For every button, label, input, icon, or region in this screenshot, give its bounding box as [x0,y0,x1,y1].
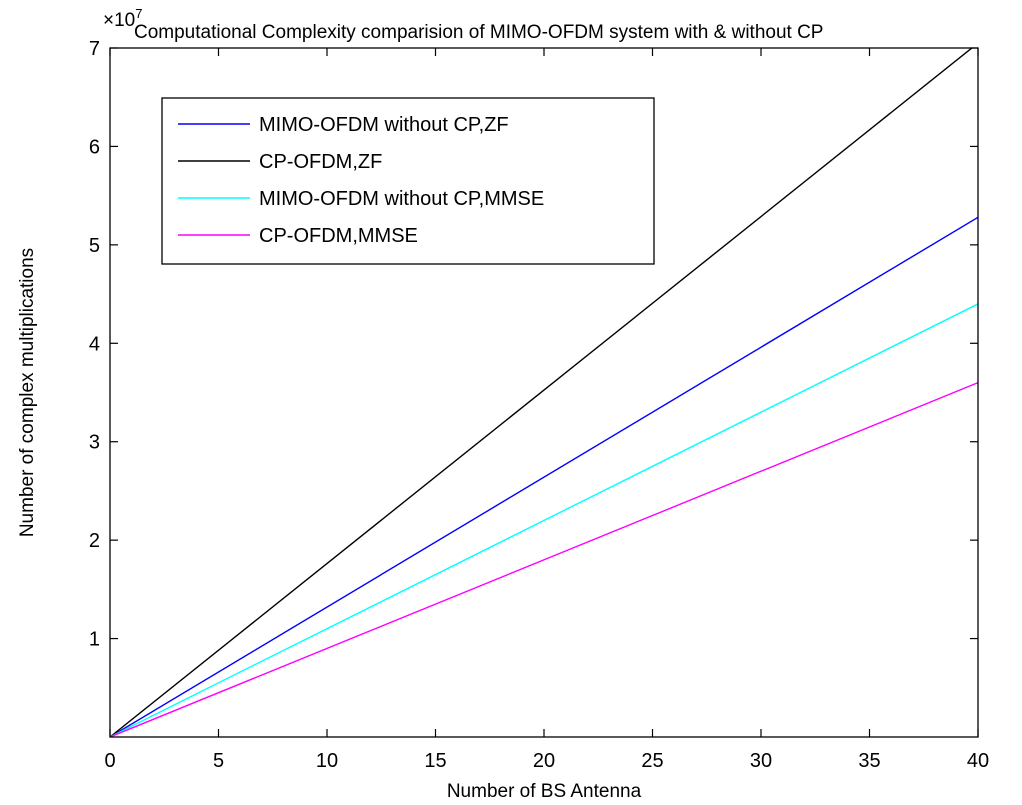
legend-label-2: CP-OFDM,ZF [259,151,382,173]
y-axis-label: Number of complex multiplications [17,248,38,537]
x-tick-label: 10 [316,750,338,772]
series-line-1 [110,216,978,737]
legend-label-3: MIMO-OFDM without CP,MMSE [259,188,544,210]
series-line-3 [110,303,978,737]
y-tick-label: 5 [89,235,100,257]
legend: MIMO-OFDM without CP,ZF CP-OFDM,ZF MIMO-OF… [161,97,655,265]
chart-title: Computational Complexity comparision of … [134,22,823,43]
x-tick-label: 15 [424,750,446,772]
y-axis-exponent: ×107 [103,6,142,31]
x-tick-label: 35 [858,750,880,772]
legend-label-4: CP-OFDM,MMSE [259,225,418,247]
y-axis-exponent-power: 7 [135,6,142,21]
legend-label-1: MIMO-OFDM without CP,ZF [259,114,509,136]
series-line-2 [110,48,973,737]
series-lines [110,48,978,737]
y-tick-label: 6 [89,136,100,158]
y-axis-exponent-base: ×10 [103,10,135,31]
x-tick-label: 25 [641,750,663,772]
axis-ticks: 0 5 10 15 20 25 30 35 40 1 2 3 4 5 6 7 [89,38,989,772]
x-tick-label: 20 [533,750,555,772]
x-tick-label: 40 [967,750,989,772]
y-tick-label: 2 [89,530,100,552]
x-tick-label: 5 [213,750,224,772]
x-axis-label: Number of BS Antenna [447,781,642,802]
y-tick-label: 1 [89,629,100,651]
y-tick-label: 4 [89,333,100,355]
x-tick-label: 30 [750,750,772,772]
legend-box [161,97,655,265]
plot-frame [109,47,979,738]
y-tick-label: 7 [89,38,100,60]
series-line-4 [110,382,978,737]
x-tick-label: 0 [104,750,115,772]
y-tick-label: 3 [89,432,100,454]
